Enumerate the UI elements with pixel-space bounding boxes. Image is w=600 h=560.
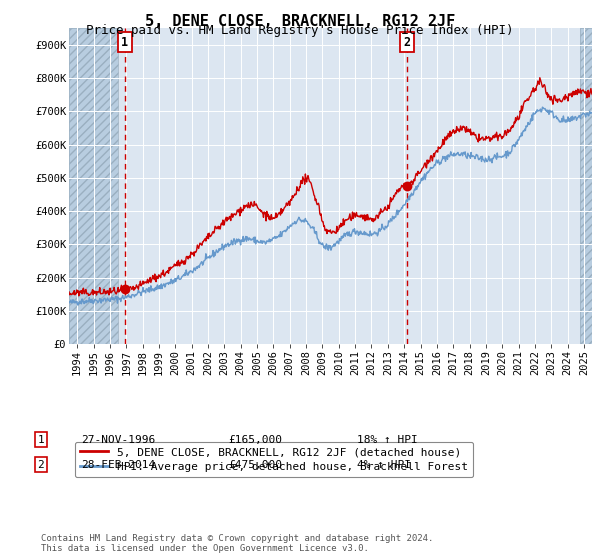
Text: 28-FEB-2014: 28-FEB-2014 (81, 460, 155, 470)
Bar (69, 28, 118, 344)
Text: 1: 1 (37, 435, 44, 445)
Text: 5, DENE CLOSE, BRACKNELL, RG12 2JF: 5, DENE CLOSE, BRACKNELL, RG12 2JF (145, 14, 455, 29)
Point (402, 182, 412, 191)
Text: Price paid vs. HM Land Registry's House Price Index (HPI): Price paid vs. HM Land Registry's House … (86, 24, 514, 37)
Bar (69, 28, 118, 344)
Text: £475,000: £475,000 (228, 460, 282, 470)
Text: £165,000: £165,000 (228, 435, 282, 445)
Text: 2: 2 (37, 460, 44, 470)
Text: 4% ↑ HPI: 4% ↑ HPI (357, 460, 411, 470)
Point (120, 285, 130, 294)
Bar (580, 28, 592, 344)
Text: 1: 1 (121, 36, 128, 49)
Legend: 5, DENE CLOSE, BRACKNELL, RG12 2JF (detached house), HPI: Average price, detache: 5, DENE CLOSE, BRACKNELL, RG12 2JF (deta… (74, 442, 473, 477)
Text: 18% ↑ HPI: 18% ↑ HPI (357, 435, 418, 445)
Text: 27-NOV-1996: 27-NOV-1996 (81, 435, 155, 445)
Text: Contains HM Land Registry data © Crown copyright and database right 2024.
This d: Contains HM Land Registry data © Crown c… (41, 534, 433, 553)
Text: 2: 2 (403, 36, 410, 49)
Bar (580, 28, 592, 344)
